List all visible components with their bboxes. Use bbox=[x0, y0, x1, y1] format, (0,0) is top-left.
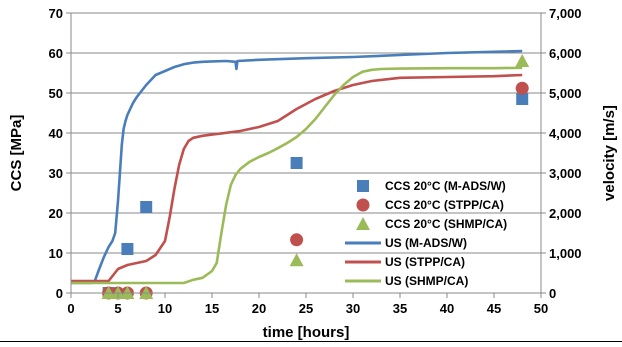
y2-axis-label: velocity [m/s] bbox=[601, 105, 618, 201]
legend-marker-square bbox=[357, 180, 369, 192]
x-tick-label: 45 bbox=[487, 301, 501, 316]
y2-tick-label: 0 bbox=[549, 286, 556, 301]
y2-tick-label: 1,000 bbox=[549, 246, 582, 261]
data-point-square bbox=[516, 93, 529, 105]
legend-marker-circle bbox=[356, 198, 370, 212]
x-tick-label: 35 bbox=[393, 301, 407, 316]
y-tick-labels: 0 10 20 30 40 50 60 70 bbox=[49, 6, 63, 301]
legend-label: US (SHMP/CA) bbox=[385, 274, 468, 288]
data-markers bbox=[101, 54, 530, 300]
y2-tick-label: 5,000 bbox=[549, 86, 582, 101]
series-lines bbox=[71, 49, 523, 285]
x-axis-label: time [hours] bbox=[263, 324, 350, 341]
data-point-triangle bbox=[289, 253, 304, 267]
legend-label: CCS 20°C (STPP/CA) bbox=[385, 198, 504, 212]
legend-label: US (M-ADS/W) bbox=[385, 236, 467, 250]
series-line-us-shmp-ca- bbox=[71, 66, 523, 285]
data-point-circle bbox=[515, 81, 529, 95]
y2-tick-label: 4,000 bbox=[549, 126, 582, 141]
legend-label: CCS 20°C (M-ADS/W) bbox=[385, 179, 506, 193]
x-tick-label: 0 bbox=[67, 301, 74, 316]
y-tick-label: 70 bbox=[49, 6, 63, 21]
x-tick-label: 30 bbox=[346, 301, 360, 316]
x-tick-label: 20 bbox=[252, 301, 266, 316]
x-tick-label: 40 bbox=[440, 301, 454, 316]
x-tick-label: 5 bbox=[114, 301, 121, 316]
axes bbox=[66, 12, 546, 298]
legend-marker-triangle bbox=[356, 217, 370, 230]
data-point-square bbox=[121, 243, 134, 255]
data-point-square bbox=[140, 201, 153, 213]
data-point-circle bbox=[290, 233, 304, 247]
series-line-us-m-ads-w- bbox=[71, 49, 523, 285]
y-tick-label: 10 bbox=[49, 246, 63, 261]
y-tick-label: 30 bbox=[49, 166, 63, 181]
y2-tick-label: 3,000 bbox=[549, 166, 582, 181]
x-tick-label: 25 bbox=[299, 301, 313, 316]
legend-label: CCS 20°C (SHMP/CA) bbox=[385, 217, 507, 231]
x-tick-label: 10 bbox=[158, 301, 172, 316]
data-point-triangle bbox=[515, 54, 530, 67]
series-line-us-stpp-ca- bbox=[71, 73, 523, 283]
y2-tick-label: 2,000 bbox=[549, 206, 582, 221]
y-tick-label: 0 bbox=[56, 286, 63, 301]
y2-tick-labels: 0 1,000 2,000 3,000 4,000 5,000 6,000 7,000 bbox=[549, 6, 582, 301]
data-point-square bbox=[290, 157, 303, 169]
y-tick-label: 20 bbox=[49, 206, 63, 221]
bottom-divider bbox=[0, 341, 622, 342]
x-tick-label: 15 bbox=[205, 301, 219, 316]
x-tick-labels: 0 5 10 15 20 25 30 35 40 45 50 bbox=[67, 301, 548, 316]
legend: CCS 20°C (M-ADS/W) CCS 20°C (STPP/CA) CCS … bbox=[345, 179, 507, 288]
y2-tick-label: 6,000 bbox=[549, 46, 582, 61]
y-tick-label: 40 bbox=[49, 126, 63, 141]
y-tick-label: 60 bbox=[49, 46, 63, 61]
y-tick-label: 50 bbox=[49, 86, 63, 101]
y-axis-label: CCS [MPa] bbox=[8, 115, 25, 192]
x-tick-label: 50 bbox=[534, 301, 548, 316]
legend-label: US (STPP/CA) bbox=[385, 255, 465, 269]
y2-tick-label: 7,000 bbox=[549, 6, 582, 21]
